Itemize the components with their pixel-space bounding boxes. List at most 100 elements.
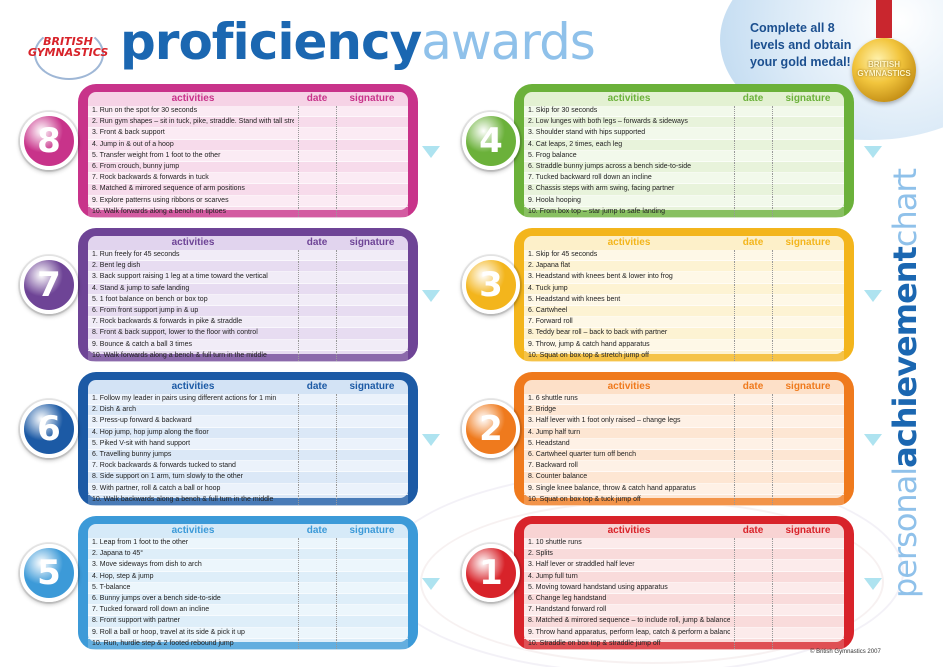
signature-cell[interactable]: [336, 449, 338, 461]
date-cell[interactable]: [298, 283, 300, 294]
signature-cell[interactable]: [336, 283, 338, 294]
date-cell[interactable]: [298, 549, 300, 560]
signature-cell[interactable]: [336, 106, 338, 117]
date-cell[interactable]: [734, 195, 736, 206]
signature-cell[interactable]: [336, 461, 338, 472]
signature-cell[interactable]: [336, 305, 338, 317]
signature-cell[interactable]: [336, 616, 338, 627]
date-cell[interactable]: [298, 161, 300, 173]
signature-cell[interactable]: [336, 328, 338, 339]
date-cell[interactable]: [734, 638, 736, 649]
signature-cell[interactable]: [772, 173, 774, 184]
signature-cell[interactable]: [772, 250, 774, 261]
date-cell[interactable]: [298, 339, 300, 350]
signature-cell[interactable]: [772, 627, 774, 638]
signature-cell[interactable]: [772, 206, 774, 217]
signature-cell[interactable]: [336, 638, 338, 649]
signature-cell[interactable]: [336, 117, 338, 128]
date-cell[interactable]: [298, 416, 300, 427]
date-cell[interactable]: [734, 472, 736, 483]
date-cell[interactable]: [298, 494, 300, 505]
signature-cell[interactable]: [772, 549, 774, 560]
date-cell[interactable]: [298, 394, 300, 405]
signature-cell[interactable]: [772, 538, 774, 549]
date-cell[interactable]: [734, 483, 736, 494]
date-cell[interactable]: [734, 294, 736, 305]
date-cell[interactable]: [734, 494, 736, 505]
signature-cell[interactable]: [772, 328, 774, 339]
signature-cell[interactable]: [772, 560, 774, 571]
date-cell[interactable]: [298, 449, 300, 461]
signature-cell[interactable]: [336, 173, 338, 184]
date-cell[interactable]: [298, 184, 300, 195]
date-cell[interactable]: [734, 339, 736, 350]
date-cell[interactable]: [298, 472, 300, 483]
signature-cell[interactable]: [336, 139, 338, 150]
date-cell[interactable]: [298, 627, 300, 638]
signature-cell[interactable]: [772, 128, 774, 139]
signature-cell[interactable]: [772, 438, 774, 449]
date-cell[interactable]: [298, 128, 300, 139]
date-cell[interactable]: [298, 438, 300, 449]
date-cell[interactable]: [734, 538, 736, 549]
signature-cell[interactable]: [772, 582, 774, 593]
date-cell[interactable]: [298, 405, 300, 416]
signature-cell[interactable]: [336, 427, 338, 438]
date-cell[interactable]: [734, 549, 736, 560]
date-cell[interactable]: [298, 294, 300, 305]
signature-cell[interactable]: [772, 305, 774, 317]
signature-cell[interactable]: [336, 483, 338, 494]
date-cell[interactable]: [298, 261, 300, 272]
signature-cell[interactable]: [336, 294, 338, 305]
signature-cell[interactable]: [772, 593, 774, 605]
signature-cell[interactable]: [336, 339, 338, 350]
date-cell[interactable]: [734, 438, 736, 449]
date-cell[interactable]: [298, 305, 300, 317]
signature-cell[interactable]: [336, 494, 338, 505]
date-cell[interactable]: [734, 250, 736, 261]
signature-cell[interactable]: [772, 317, 774, 328]
date-cell[interactable]: [734, 328, 736, 339]
date-cell[interactable]: [298, 173, 300, 184]
date-cell[interactable]: [734, 283, 736, 294]
signature-cell[interactable]: [336, 317, 338, 328]
date-cell[interactable]: [734, 117, 736, 128]
signature-cell[interactable]: [772, 117, 774, 128]
date-cell[interactable]: [734, 416, 736, 427]
date-cell[interactable]: [734, 394, 736, 405]
signature-cell[interactable]: [772, 449, 774, 461]
signature-cell[interactable]: [772, 184, 774, 195]
signature-cell[interactable]: [772, 461, 774, 472]
signature-cell[interactable]: [336, 161, 338, 173]
signature-cell[interactable]: [336, 605, 338, 616]
date-cell[interactable]: [734, 272, 736, 283]
date-cell[interactable]: [298, 638, 300, 649]
signature-cell[interactable]: [336, 582, 338, 593]
signature-cell[interactable]: [336, 549, 338, 560]
signature-cell[interactable]: [336, 350, 338, 361]
signature-cell[interactable]: [772, 161, 774, 173]
signature-cell[interactable]: [336, 128, 338, 139]
date-cell[interactable]: [734, 593, 736, 605]
signature-cell[interactable]: [772, 605, 774, 616]
signature-cell[interactable]: [336, 195, 338, 206]
signature-cell[interactable]: [772, 616, 774, 627]
date-cell[interactable]: [734, 582, 736, 593]
date-cell[interactable]: [298, 605, 300, 616]
date-cell[interactable]: [734, 627, 736, 638]
date-cell[interactable]: [298, 483, 300, 494]
signature-cell[interactable]: [336, 560, 338, 571]
date-cell[interactable]: [734, 261, 736, 272]
date-cell[interactable]: [734, 350, 736, 361]
signature-cell[interactable]: [336, 272, 338, 283]
signature-cell[interactable]: [772, 427, 774, 438]
date-cell[interactable]: [298, 582, 300, 593]
date-cell[interactable]: [298, 328, 300, 339]
signature-cell[interactable]: [772, 272, 774, 283]
date-cell[interactable]: [734, 405, 736, 416]
signature-cell[interactable]: [336, 438, 338, 449]
signature-cell[interactable]: [772, 195, 774, 206]
signature-cell[interactable]: [772, 294, 774, 305]
signature-cell[interactable]: [772, 394, 774, 405]
signature-cell[interactable]: [336, 416, 338, 427]
